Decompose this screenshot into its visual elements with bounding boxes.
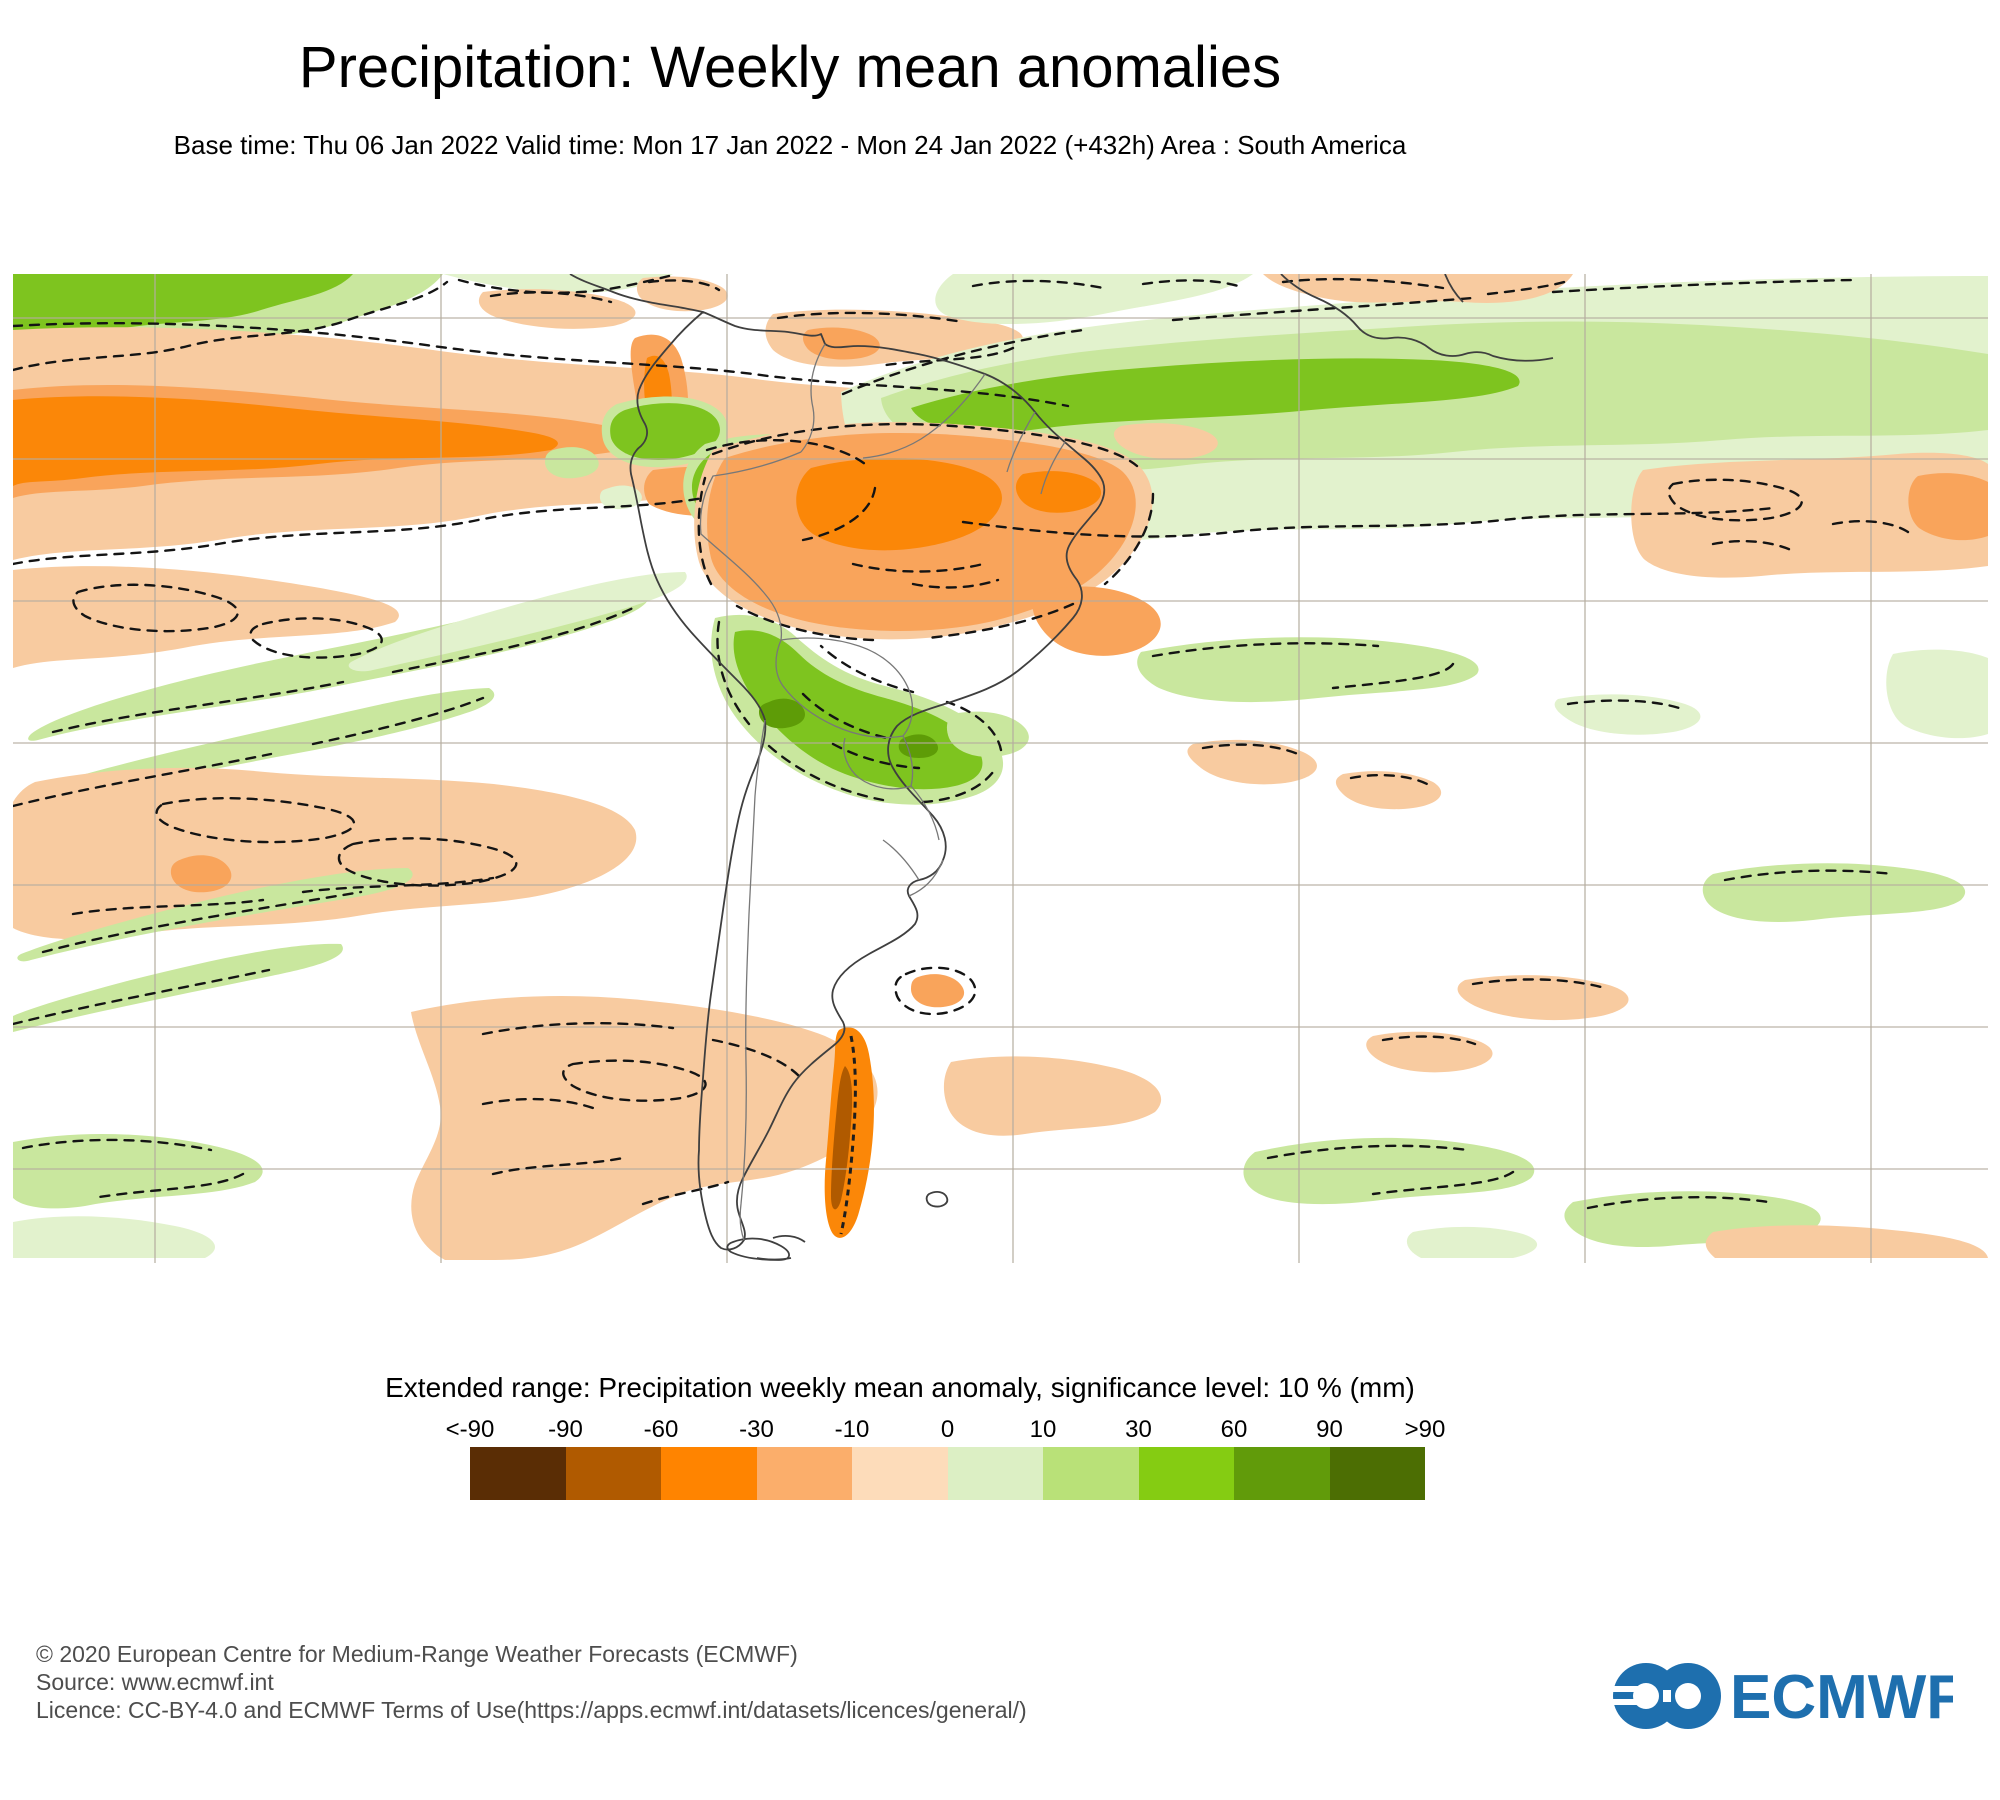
legend-tick-label: 90 [1316, 1416, 1343, 1443]
page-title: Precipitation: Weekly mean anomalies [298, 35, 1282, 100]
falkland-islands-coast [925, 1191, 949, 1208]
legend-title: Extended range: Precipitation weekly mea… [385, 1372, 1415, 1403]
source-line: Source: www.ecmwf.int [36, 1669, 274, 1695]
legend-tick-label: -10 [834, 1416, 870, 1443]
attribution-footer: © 2020 European Centre for Medium-Range … [36, 1640, 1027, 1724]
legend-swatch [565, 1447, 661, 1500]
legend-ticks: <-90 -90 -60 -30 -10 0 10 30 60 90 >90 [446, 1416, 1446, 1444]
map-region-patagonia-dry [411, 974, 1162, 1260]
legend-swatch [1043, 1447, 1139, 1500]
graticule [13, 274, 1988, 1263]
legend-swatch [1329, 1447, 1425, 1500]
map-region-sesa-wet [711, 614, 1029, 805]
legend-tick-label: >90 [1404, 1416, 1446, 1443]
tierra-del-fuego-coast [726, 1235, 806, 1261]
legend-swatch [1234, 1447, 1330, 1500]
coastlines [569, 273, 1554, 1261]
copyright-line: © 2020 European Centre for Medium-Range … [36, 1641, 798, 1667]
legend-swatch [1138, 1447, 1234, 1500]
ecmwf-logo-text: ECMWF [1730, 1663, 1953, 1732]
significance-contours [11, 274, 1910, 1210]
legend-swatch [756, 1447, 852, 1500]
legend-swatch [661, 1447, 757, 1500]
legend-swatch [470, 1447, 566, 1500]
licence-line: Licence: CC-BY-4.0 and ECMWF Terms of Us… [36, 1697, 1027, 1723]
map-region-pacific-dry-band [13, 327, 1156, 668]
west-africa-coast [1280, 273, 1554, 362]
legend-tick-label: -60 [643, 1416, 679, 1443]
legend-tick-label: 60 [1220, 1416, 1248, 1443]
ecmwf-logo-mark [1608, 1663, 1721, 1729]
ecmwf-logo: ECMWF [1608, 1658, 1964, 1734]
map-region-brazil-dry-blob [694, 422, 1161, 656]
legend-tick-label: -30 [739, 1416, 774, 1443]
south-america-coast [629, 311, 1106, 1251]
legend-colorbar [470, 1447, 1425, 1500]
legend-tick-label: 10 [1029, 1416, 1057, 1443]
legend-swatch [852, 1447, 948, 1500]
legend-swatch [947, 1447, 1043, 1500]
legend-tick-label: -90 [548, 1416, 583, 1443]
map-region-south-atlantic-patches [1137, 637, 1988, 1258]
page-subtitle: Base time: Thu 06 Jan 2022 Valid time: M… [173, 130, 1407, 160]
map-region-topright-dry-patches [1113, 274, 1988, 578]
map-svg [11, 273, 1988, 1263]
central-america-coast [569, 273, 704, 313]
legend-tick-label: <-90 [445, 1416, 495, 1443]
country-borders [699, 343, 1066, 1241]
anomaly-map [11, 273, 1988, 1263]
legend-tick-label: 30 [1125, 1416, 1152, 1443]
legend-tick-label: 0 [940, 1416, 955, 1443]
map-region-lowerleft-green-streaks [13, 868, 413, 1258]
map-region-south-pacific-dry-blob [13, 767, 637, 940]
